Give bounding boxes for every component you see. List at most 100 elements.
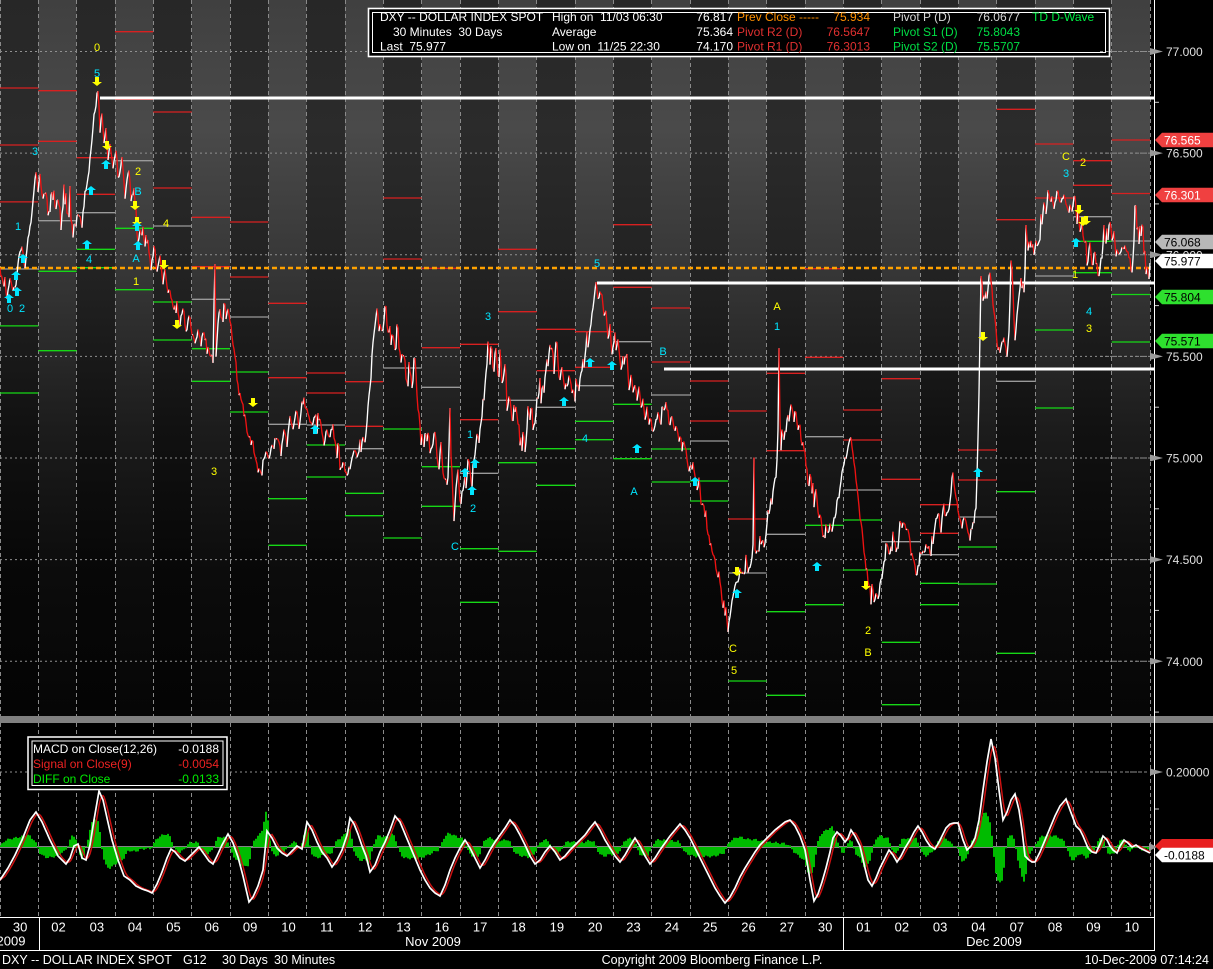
- svg-text:30: 30: [13, 920, 27, 935]
- svg-text:DIFF on Close: DIFF on Close: [33, 772, 111, 786]
- svg-text:05: 05: [166, 920, 180, 935]
- svg-text:76.301: 76.301: [1164, 189, 1201, 203]
- svg-text:10: 10: [1125, 920, 1139, 935]
- svg-text:1: 1: [1072, 269, 1078, 281]
- svg-text:04: 04: [128, 920, 142, 935]
- svg-text:07: 07: [1010, 920, 1024, 935]
- svg-text:Dec 2009: Dec 2009: [966, 934, 1022, 949]
- svg-text:18: 18: [511, 920, 525, 935]
- svg-text:4: 4: [163, 218, 169, 230]
- svg-text:76.565: 76.565: [1164, 134, 1201, 148]
- svg-text:30 Minutes: 30 Minutes: [274, 953, 335, 967]
- svg-text:4: 4: [1086, 306, 1092, 318]
- svg-text:2009: 2009: [0, 934, 25, 949]
- svg-text:26: 26: [741, 920, 755, 935]
- svg-text:75.977: 75.977: [1164, 255, 1201, 269]
- svg-text:4: 4: [86, 254, 92, 266]
- svg-text:High on 11/03 06:30: High on 11/03 06:30: [552, 10, 663, 24]
- svg-text:A: A: [132, 253, 140, 265]
- svg-text:09: 09: [1086, 920, 1100, 935]
- svg-text:75.934: 75.934: [833, 10, 870, 24]
- svg-text:76.500: 76.500: [1166, 147, 1203, 161]
- svg-text:10-Dec-2009 07:14:24: 10-Dec-2009 07:14:24: [1085, 953, 1209, 967]
- svg-text:Copyright 2009 Bloomberg Finan: Copyright 2009 Bloomberg Finance L.P.: [602, 953, 823, 967]
- svg-text:74.000: 74.000: [1166, 655, 1203, 669]
- svg-text:C: C: [729, 643, 737, 655]
- svg-text:MACD on Close(12,26): MACD on Close(12,26): [33, 742, 157, 756]
- svg-text:75.5707: 75.5707: [977, 40, 1021, 54]
- svg-text:-0.0188: -0.0188: [1164, 849, 1205, 863]
- svg-text:75.571: 75.571: [1164, 335, 1201, 349]
- svg-text:2: 2: [865, 625, 871, 637]
- svg-text:76.3013: 76.3013: [827, 40, 871, 54]
- svg-text:Low on 11/25 22:30: Low on 11/25 22:30: [552, 40, 660, 54]
- svg-text:C: C: [1062, 151, 1070, 163]
- svg-text:0: 0: [7, 303, 13, 315]
- svg-text:03: 03: [933, 920, 947, 935]
- svg-text:-0.0133: -0.0133: [178, 772, 219, 786]
- svg-text:75.364: 75.364: [696, 25, 733, 39]
- svg-text:1: 1: [15, 221, 21, 233]
- svg-text:5: 5: [731, 665, 737, 677]
- svg-text:2: 2: [470, 503, 476, 515]
- svg-text:30 Days: 30 Days: [222, 953, 268, 967]
- svg-text:02: 02: [51, 920, 65, 935]
- svg-text:75.804: 75.804: [1164, 291, 1201, 305]
- svg-text:Pivot S1 (D): Pivot S1 (D): [893, 25, 958, 39]
- svg-text:Pivot R1 (D): Pivot R1 (D): [737, 40, 802, 54]
- svg-text:4: 4: [582, 433, 588, 445]
- svg-text:DXY -- DOLLAR INDEX SPOT: DXY -- DOLLAR INDEX SPOT: [2, 953, 172, 967]
- svg-text:DXY -- DOLLAR INDEX SPOT: DXY -- DOLLAR INDEX SPOT: [380, 10, 544, 24]
- svg-text:C: C: [451, 541, 459, 553]
- svg-text:04: 04: [971, 920, 985, 935]
- svg-text:3: 3: [1086, 323, 1092, 335]
- svg-text:10: 10: [281, 920, 295, 935]
- svg-text:03: 03: [90, 920, 104, 935]
- svg-text:20: 20: [588, 920, 602, 935]
- svg-text:5: 5: [94, 68, 100, 80]
- svg-text:B: B: [659, 346, 666, 358]
- svg-text:12: 12: [358, 920, 372, 935]
- svg-text:1: 1: [133, 276, 139, 288]
- svg-text:01: 01: [856, 920, 870, 935]
- svg-text:0.20000: 0.20000: [1166, 766, 1210, 780]
- svg-text:A: A: [630, 486, 638, 498]
- svg-text:24: 24: [665, 920, 679, 935]
- svg-text:Pivot S2 (D): Pivot S2 (D): [893, 40, 958, 54]
- svg-text:25: 25: [703, 920, 717, 935]
- svg-text:3: 3: [211, 466, 217, 478]
- svg-text:75.000: 75.000: [1166, 452, 1203, 466]
- svg-text:Nov 2009: Nov 2009: [405, 934, 461, 949]
- svg-text:09: 09: [243, 920, 257, 935]
- svg-text:G12: G12: [183, 953, 207, 967]
- svg-text:17: 17: [473, 920, 487, 935]
- svg-text:3: 3: [32, 146, 38, 158]
- svg-text:75.8043: 75.8043: [977, 25, 1021, 39]
- svg-text:Pivot R2 (D): Pivot R2 (D): [737, 25, 802, 39]
- svg-text:-0.0188: -0.0188: [178, 742, 219, 756]
- svg-text:2: 2: [135, 166, 141, 178]
- svg-text:23: 23: [626, 920, 640, 935]
- svg-text:75.500: 75.500: [1166, 350, 1203, 364]
- svg-text:2: 2: [19, 303, 25, 315]
- svg-text:B: B: [864, 647, 871, 659]
- svg-text:2: 2: [1080, 157, 1086, 169]
- svg-text:16: 16: [435, 920, 449, 935]
- svg-text:Prev Close -----: Prev Close -----: [737, 10, 819, 24]
- svg-text:30 Minutes 30 Days: 30 Minutes 30 Days: [393, 25, 502, 39]
- svg-text:13: 13: [396, 920, 410, 935]
- svg-text:0: 0: [94, 42, 100, 54]
- svg-text:Last 75.977: Last 75.977: [380, 40, 446, 54]
- svg-text:02: 02: [895, 920, 909, 935]
- svg-text:Pivot P (D): Pivot P (D): [893, 10, 951, 24]
- svg-text:76.0677: 76.0677: [977, 10, 1021, 24]
- svg-text:1: 1: [467, 429, 473, 441]
- svg-text:06: 06: [205, 920, 219, 935]
- svg-text:74.170: 74.170: [696, 40, 733, 54]
- svg-text:30: 30: [818, 920, 832, 935]
- svg-text:77.000: 77.000: [1166, 45, 1203, 59]
- svg-text:-0.0054: -0.0054: [178, 757, 219, 771]
- svg-text:19: 19: [550, 920, 564, 935]
- svg-text:3: 3: [1063, 168, 1069, 180]
- svg-text:74.500: 74.500: [1166, 553, 1203, 567]
